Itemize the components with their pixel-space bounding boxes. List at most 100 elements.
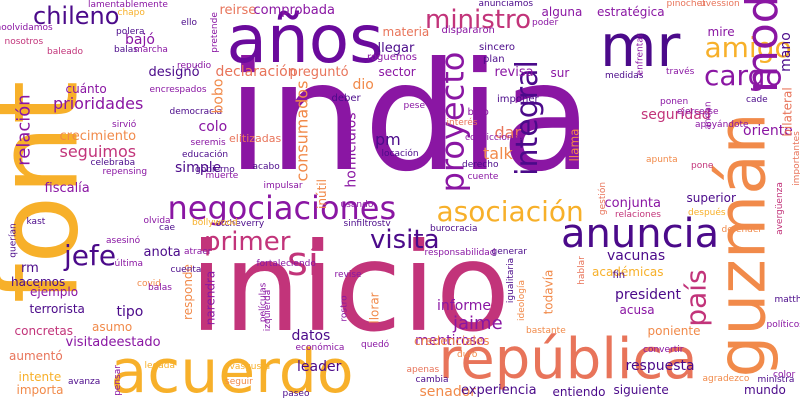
word-lamentablemente: lamentablemente — [88, 0, 168, 10]
word-alguna: alguna — [541, 5, 583, 19]
word-etcheverry: etcheverry — [215, 218, 265, 229]
word-balas-small: balas — [148, 282, 172, 293]
word-democracia: democracia — [169, 106, 223, 117]
word-sinfiltrostv: sinfiltrostv — [343, 218, 391, 229]
word-apenas: apenas — [406, 364, 440, 375]
word-inicio: inicio — [189, 217, 511, 359]
word-apunta: apunta — [646, 154, 678, 165]
word-oriente: oriente — [743, 123, 793, 139]
word-pregunto: preguntó — [289, 64, 349, 80]
word-terrorista: terrorista — [29, 302, 85, 316]
word-pinochet: pinochet — [666, 0, 706, 9]
word-pone: pone — [691, 160, 714, 171]
word-asociacion: asociación — [436, 195, 584, 228]
word-dispararon: dispararon — [441, 25, 495, 36]
word-mentiroso: mentiroso — [415, 333, 486, 349]
word-llegar: llegar — [377, 40, 415, 56]
word-pm: pm — [375, 130, 401, 149]
word-averguenza: avergüenza — [774, 181, 785, 235]
word-cuenta: cuenta — [170, 264, 202, 275]
word-convicciones: convicciones — [465, 132, 523, 143]
word-mundo: mundo — [744, 383, 786, 397]
word-cade: cade — [746, 94, 768, 105]
word-color: color — [773, 369, 796, 380]
word-mr: mr — [600, 12, 681, 80]
word-mire: mire — [707, 25, 735, 39]
word-acuerdo: acuerdo — [110, 337, 354, 400]
word-inutil: inútil — [314, 179, 329, 209]
word-si: sí — [287, 239, 319, 285]
word-chapo: chapo — [117, 7, 145, 18]
word-fin: fin — [612, 270, 626, 281]
word-repudio: repudio — [177, 60, 212, 71]
word-celebraba: celebraba — [90, 157, 136, 168]
word-poniente: poniente — [647, 324, 701, 338]
word-crecimiento: crecimiento — [59, 128, 137, 144]
word-president: president — [615, 287, 681, 303]
word-acabo: acabo — [252, 161, 280, 172]
word-bilateral: bilateral — [780, 87, 795, 137]
word-educacion: educación — [182, 149, 229, 160]
word-leader: leader — [297, 359, 342, 375]
word-sincero: sincero — [479, 42, 515, 53]
word-hablar: hablar — [576, 255, 587, 285]
word-pese: pese — [403, 100, 425, 111]
word-fortaleciendo: fortaleciendo — [256, 258, 316, 269]
word-negociaciones: negociaciones — [167, 189, 397, 227]
word-mano: mano — [777, 32, 794, 72]
word-medidas: medidas — [605, 70, 644, 81]
word-olvida: olvida — [143, 215, 171, 226]
word-comprobada: comprobada — [253, 2, 335, 18]
word-ello: ello — [181, 17, 198, 28]
word-polera: polera — [116, 26, 145, 37]
word-tipo: tipo — [116, 304, 144, 320]
word-estrategica: estratégica — [597, 5, 665, 19]
word-dar: dar — [494, 123, 522, 142]
word-revise: revise — [334, 269, 362, 280]
word-amigo: amigo — [704, 31, 792, 64]
word-gestion: gestión — [597, 181, 608, 215]
word-declaracion: declaración — [215, 64, 297, 80]
word-traves: través — [666, 66, 695, 77]
word-apoyandote: apoyándote — [695, 119, 749, 130]
word-bobo: bobo — [209, 78, 226, 114]
word-economica: económica — [295, 342, 345, 353]
word-vasgusta: vasgusta — [229, 361, 271, 372]
word-imponer: imponer — [497, 94, 539, 105]
word-cae: cae — [159, 222, 176, 233]
word-anuncia: anuncia — [561, 211, 720, 257]
word-anunciamos: anunciamos — [478, 0, 534, 9]
word-ejercerse: ejercerse — [677, 106, 719, 117]
word-gobierno: gobierno — [195, 164, 235, 175]
word-reirse: reirse — [219, 2, 257, 18]
word-avanza: avanza — [68, 376, 101, 387]
word-concretas: concretas — [14, 324, 74, 338]
word-fiscalia: fiscalía — [44, 180, 90, 196]
word-llorar: llorar — [367, 292, 382, 324]
word-sirvio: sirvió — [112, 119, 137, 130]
word-conjunta: conjunta — [604, 195, 662, 211]
word-cuanto: cuánto — [65, 82, 107, 96]
word-usando: usando — [340, 199, 374, 210]
word-impulsar: impulsar — [263, 180, 303, 191]
word-nosotros: nosotros — [4, 36, 44, 47]
word-pensar: pensar — [112, 364, 123, 396]
word-encrespados: encrespados — [149, 84, 207, 95]
word-matthei: matthei — [774, 294, 800, 305]
word-designo: designó — [148, 64, 200, 80]
word-bajo-accent: bajó — [125, 32, 155, 48]
word-narendra: narendra — [202, 270, 217, 326]
word-bastante: bastante — [526, 325, 566, 336]
word-querian: querían — [8, 222, 19, 258]
word-cuente: cuente — [467, 171, 499, 182]
word-informe: informe — [437, 298, 492, 314]
word-academicas: académicas — [592, 265, 664, 279]
word-homicidios: homicidios — [343, 112, 360, 188]
word-importa: importa — [16, 383, 64, 397]
word-convertir: convertir — [643, 344, 684, 355]
word-noolvidamos: noolvidamos — [0, 22, 53, 33]
word-visita: visita — [370, 225, 440, 255]
word-kast: kast — [26, 216, 46, 227]
word-derecho: derecho — [462, 159, 499, 170]
